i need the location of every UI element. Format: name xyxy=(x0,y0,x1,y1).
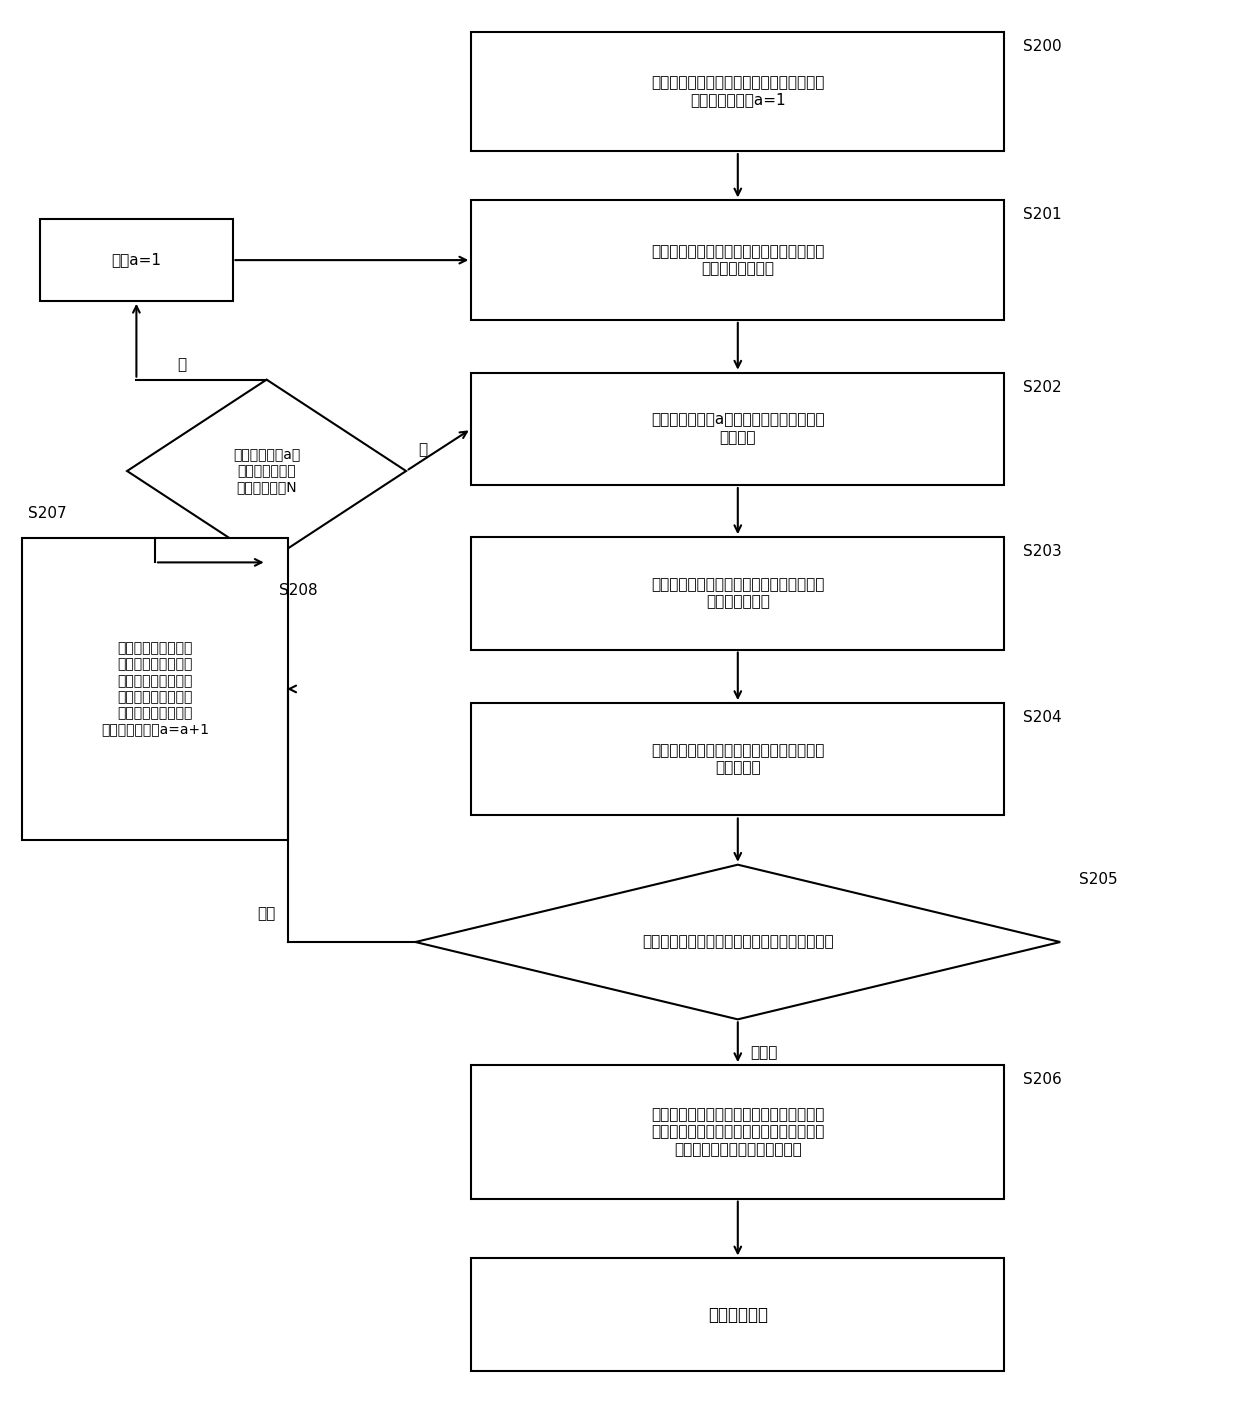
Text: 不符合: 不符合 xyxy=(750,1045,777,1060)
Text: 结束检测操作: 结束检测操作 xyxy=(708,1306,768,1323)
Text: 判断所述功率差值是否符合预设的插入损耗要求: 判断所述功率差值是否符合预设的插入损耗要求 xyxy=(642,935,833,949)
Text: 计算所述实际信号功率和所述初始信号功率
的功率差值: 计算所述实际信号功率和所述初始信号功率 的功率差值 xyxy=(651,742,825,776)
Text: S208: S208 xyxy=(279,583,317,599)
Text: 获取当前从检测设备检测到的所述检测信号
的实际信号功率: 获取当前从检测设备检测到的所述检测信号 的实际信号功率 xyxy=(651,576,825,610)
Text: S201: S201 xyxy=(1023,208,1061,222)
Text: 判断所述数值a是
否大于所述从检
测设备的数量N: 判断所述数值a是 否大于所述从检 测设备的数量N xyxy=(233,447,300,495)
Text: 否: 否 xyxy=(419,441,428,457)
Text: 选取标识序号为a的从检测设备作为当前从
检测设备: 选取标识序号为a的从检测设备作为当前从 检测设备 xyxy=(651,412,825,446)
Text: 获取所述主检测设备所检测到的所述检测信
号的初始信号功率: 获取所述主检测设备所检测到的所述检测信 号的初始信号功率 xyxy=(651,243,825,277)
Text: 符合: 符合 xyxy=(258,905,275,921)
Text: S204: S204 xyxy=(1023,710,1061,725)
Text: S200: S200 xyxy=(1023,38,1061,53)
Bar xyxy=(471,537,1004,650)
Polygon shape xyxy=(126,380,407,562)
Text: S205: S205 xyxy=(1079,872,1117,887)
Bar xyxy=(471,1066,1004,1198)
Text: 是: 是 xyxy=(177,357,186,373)
Text: S203: S203 xyxy=(1023,544,1061,560)
Text: 赋值a=1: 赋值a=1 xyxy=(112,253,161,267)
Text: 判定所述当前从检测设备和所述主检测设备
之间的漏缆线路存在问题，通过显示器显示
功率差值，将所述功率差值上报: 判定所述当前从检测设备和所述主检测设备 之间的漏缆线路存在问题，通过显示器显示 … xyxy=(651,1107,825,1157)
Bar xyxy=(471,1258,1004,1371)
Polygon shape xyxy=(415,865,1060,1019)
Text: S206: S206 xyxy=(1023,1071,1061,1087)
Bar xyxy=(40,219,233,301)
Text: 通过显示器显示当前
从检测设备和所述主
检测设备的功率差值
，并对选取所述当前
从检测设备的标识序
号进行加一，即a=a+1: 通过显示器显示当前 从检测设备和所述主 检测设备的功率差值 ，并对选取所述当前 … xyxy=(100,641,210,737)
Bar xyxy=(22,537,288,839)
Text: S207: S207 xyxy=(29,506,67,520)
Bar xyxy=(471,703,1004,815)
Text: S202: S202 xyxy=(1023,380,1061,395)
Bar xyxy=(471,200,1004,319)
Text: 响应启动检测操作指令时，发送检测信号至
漏缆并设定数值a=1: 响应启动检测操作指令时，发送检测信号至 漏缆并设定数值a=1 xyxy=(651,75,825,108)
Bar xyxy=(471,373,1004,485)
Bar xyxy=(471,31,1004,150)
